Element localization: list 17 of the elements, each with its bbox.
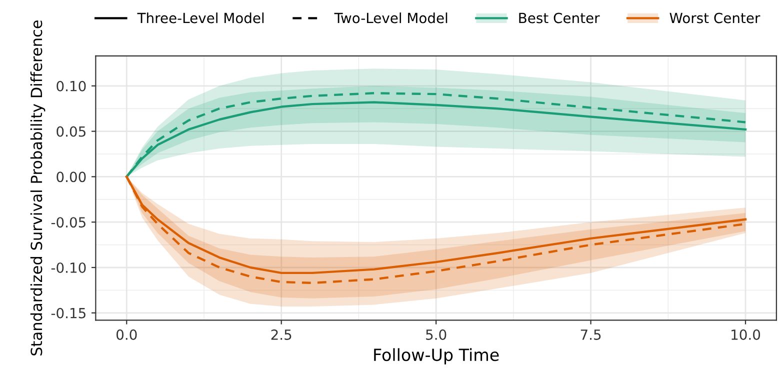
y-axis-title: Standardized Survival Probability Difference [30, 20, 46, 356]
y-tick-label: 0.00 [56, 172, 86, 182]
x-axis-title: Follow-Up Time [374, 348, 499, 364]
legend-label: Best Center [519, 12, 600, 24]
y-tick-label: -0.10 [51, 262, 86, 273]
y-tick-label: -0.05 [51, 217, 86, 228]
x-tick-label: 2.5 [271, 329, 292, 340]
y-tick-label: -0.15 [51, 308, 86, 318]
y-tick-label: 0.05 [56, 126, 86, 137]
x-tick-label: 5.0 [426, 329, 446, 340]
x-tick-label: 7.5 [580, 330, 601, 340]
legend-label: Worst Center [670, 12, 760, 24]
legend-label: Three-Level Model [137, 12, 264, 24]
x-tick-label: 10.0 [732, 329, 760, 340]
y-tick-label: 0.10 [56, 80, 86, 92]
x-tick-label: 0.0 [116, 329, 137, 340]
legend-label: Two-Level Model [334, 12, 448, 24]
